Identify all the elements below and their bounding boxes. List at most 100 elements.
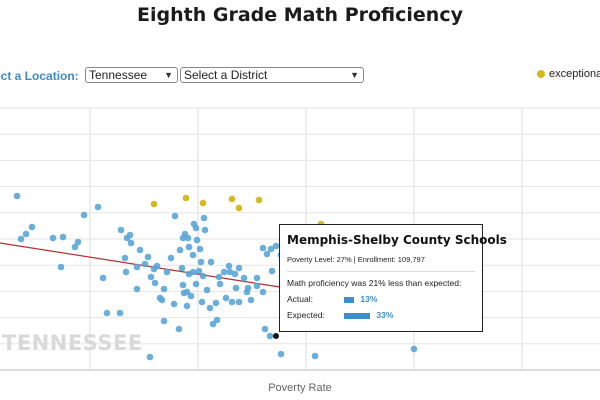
data-point — [201, 226, 209, 234]
data-point — [410, 345, 418, 353]
data-point — [178, 264, 186, 272]
data-point — [49, 234, 57, 242]
data-point — [253, 274, 261, 282]
data-point — [268, 267, 276, 275]
data-point — [133, 285, 141, 293]
data-point — [277, 350, 285, 358]
data-point — [141, 260, 149, 268]
page-title: Eighth Grade Math Proficiency — [137, 4, 463, 26]
state-select[interactable]: Tennessee ▼ — [85, 67, 178, 83]
data-point — [158, 296, 166, 304]
data-point — [228, 298, 236, 306]
exceptional-point — [182, 194, 190, 202]
tooltip-message: Math proficiency was 21% less than expec… — [287, 278, 462, 288]
data-point — [184, 234, 192, 242]
exceptional-point — [150, 200, 158, 208]
data-point — [116, 309, 124, 317]
exceptional-point — [199, 199, 207, 207]
data-point — [99, 274, 107, 282]
chevron-down-icon: ▼ — [164, 70, 173, 80]
data-point — [189, 268, 197, 276]
data-point — [189, 251, 197, 259]
data-point — [170, 300, 178, 308]
data-point — [136, 246, 144, 254]
tooltip-actual-row: Actual: 13% — [287, 294, 475, 307]
data-point — [247, 296, 255, 304]
data-point — [272, 242, 280, 250]
data-point — [144, 253, 152, 261]
data-point — [263, 250, 271, 258]
data-point — [121, 254, 129, 262]
chevron-down-icon: ▼ — [350, 70, 359, 80]
state-watermark: TENNESSEE — [2, 331, 143, 355]
data-point — [13, 192, 21, 200]
district-tooltip: Memphis-Shelby County Schools Poverty Le… — [279, 224, 507, 332]
selected-point — [273, 333, 279, 339]
tooltip-district-name: Memphis-Shelby County Schools — [287, 233, 507, 247]
data-point — [28, 223, 36, 231]
data-point — [185, 243, 193, 251]
data-point — [57, 263, 65, 271]
data-point — [207, 258, 215, 266]
data-point — [220, 268, 228, 276]
data-point — [197, 258, 205, 266]
data-point — [126, 231, 134, 239]
tooltip-meta: Poverty Level: 27% | Enrollment: 109,797 — [287, 255, 425, 264]
data-point — [240, 274, 248, 282]
data-point — [311, 352, 319, 360]
data-point — [225, 262, 233, 270]
data-point — [80, 211, 88, 219]
data-point — [183, 288, 191, 296]
data-point — [160, 285, 168, 293]
data-point — [206, 304, 214, 312]
tooltip-expected-row: Expected: 33% — [287, 310, 475, 323]
data-point — [133, 263, 141, 271]
data-point — [175, 325, 183, 333]
data-point — [59, 233, 67, 241]
data-point — [231, 270, 239, 278]
data-point — [103, 309, 111, 317]
legend: exceptional — [537, 68, 600, 80]
data-point — [235, 298, 243, 306]
data-point — [226, 268, 234, 276]
data-point — [200, 214, 208, 222]
data-point — [198, 298, 206, 306]
data-point — [196, 245, 204, 253]
state-select-value: Tennessee — [89, 68, 148, 82]
x-axis-label: Poverty Rate — [268, 382, 332, 394]
data-point — [192, 280, 200, 288]
data-point — [215, 273, 223, 281]
data-point — [22, 230, 30, 238]
data-point — [179, 281, 187, 289]
data-point — [209, 320, 217, 328]
data-point — [192, 224, 200, 232]
data-point — [183, 302, 191, 310]
data-point — [261, 325, 269, 333]
exceptional-point — [255, 196, 263, 204]
data-point — [176, 246, 184, 254]
expected-value: 33% — [376, 310, 394, 320]
legend-exceptional-dot — [537, 70, 545, 78]
district-select[interactable]: Select a District ▼ — [180, 67, 364, 83]
data-point — [216, 280, 224, 288]
data-point — [193, 236, 201, 244]
tooltip-divider — [287, 271, 475, 272]
data-point — [213, 316, 221, 324]
data-point — [253, 282, 261, 290]
data-point — [203, 286, 211, 294]
data-point — [187, 292, 195, 300]
data-point — [266, 332, 274, 340]
data-point — [17, 235, 25, 243]
data-point — [195, 267, 203, 275]
data-point — [222, 294, 230, 302]
data-point — [235, 264, 243, 272]
data-point — [127, 239, 135, 247]
actual-value: 13% — [360, 294, 378, 304]
data-point — [117, 226, 125, 234]
data-point — [232, 284, 240, 292]
data-point — [74, 238, 82, 246]
expected-bar — [344, 313, 371, 319]
data-point — [163, 268, 171, 276]
data-point — [259, 288, 267, 296]
data-point — [122, 268, 130, 276]
